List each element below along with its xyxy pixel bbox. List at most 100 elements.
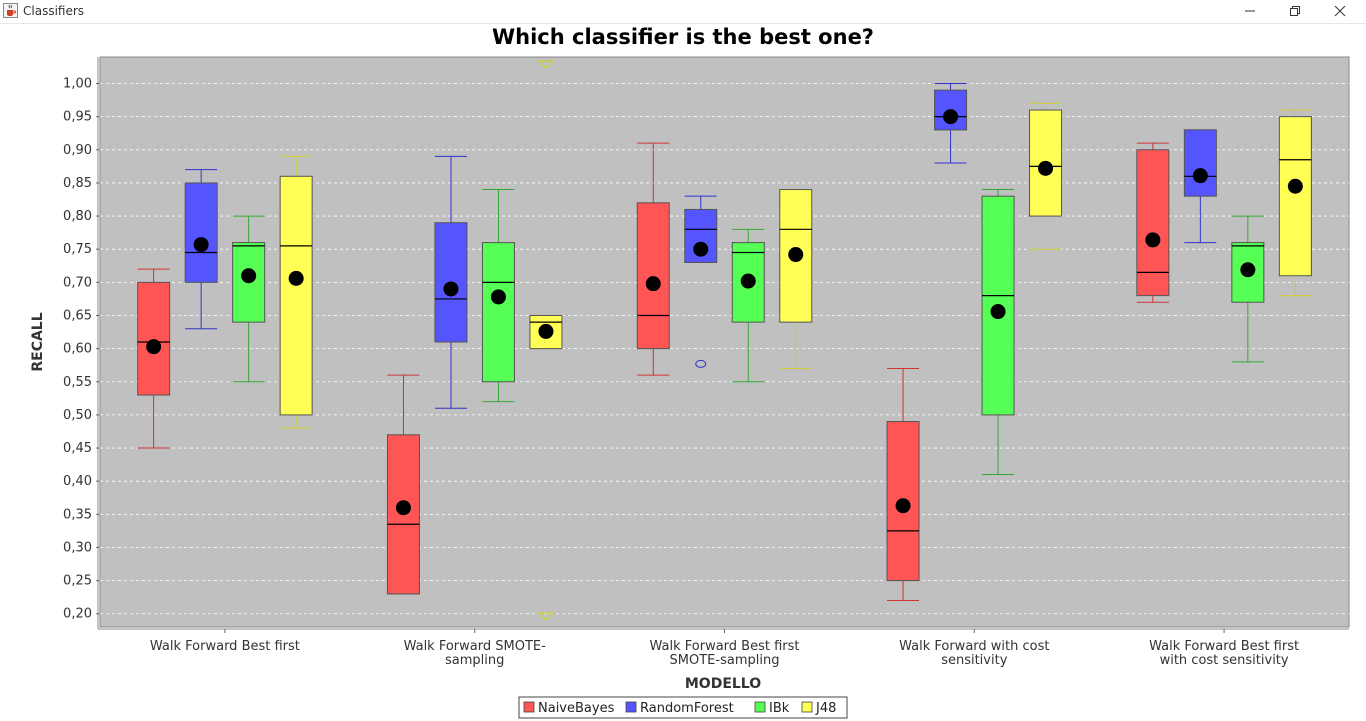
box-iqr — [529, 314, 563, 350]
y-tick-label: 0,25 — [63, 574, 92, 589]
mean-marker — [288, 270, 304, 286]
mean-marker — [490, 289, 506, 305]
x-category-label: sensitivity — [941, 653, 1008, 668]
box-iqr — [636, 202, 670, 350]
legend-label-randomforest: RandomForest — [640, 701, 734, 716]
box-naivebayes-2 — [386, 374, 420, 595]
box-randomforest-1 — [184, 169, 218, 330]
box-naivebayes-4 — [886, 368, 920, 601]
box-j48-5 — [1278, 109, 1312, 297]
x-category-label: Walk Forward Best first — [1149, 639, 1299, 654]
legend-swatch-randomforest — [625, 701, 637, 713]
mean-marker — [146, 339, 162, 355]
minimize-button[interactable] — [1228, 0, 1272, 22]
box-iqr — [184, 182, 218, 283]
box-randomforest-2 — [434, 155, 468, 409]
legend-swatch-naivebayes — [523, 701, 535, 713]
mean-marker — [693, 241, 709, 257]
x-category-label: Walk Forward with cost — [899, 639, 1049, 654]
maximize-icon — [1290, 6, 1300, 16]
mean-marker — [895, 498, 911, 514]
box-naivebayes-3 — [636, 142, 670, 376]
mean-marker — [788, 247, 804, 263]
maximize-button[interactable] — [1273, 0, 1317, 22]
x-category-label: SMOTE-sampling — [670, 653, 780, 668]
box-randomforest-5 — [1183, 129, 1217, 244]
box-ibk-4 — [981, 189, 1015, 476]
y-tick-label: 0,70 — [63, 275, 92, 290]
box-j48-2 — [529, 60, 563, 621]
minimize-icon — [1245, 10, 1255, 12]
box-iqr — [137, 281, 171, 396]
y-tick-label: 0,60 — [63, 342, 92, 357]
x-category-label: sampling — [445, 653, 504, 668]
y-tick-label: 0,90 — [63, 143, 92, 158]
mean-marker — [1287, 178, 1303, 194]
y-tick-label: 0,30 — [63, 540, 92, 555]
box-j48-4 — [1029, 102, 1063, 250]
mean-marker — [538, 323, 554, 339]
y-tick-label: 0,20 — [63, 607, 92, 622]
mean-marker — [740, 273, 756, 289]
box-iqr — [1136, 149, 1170, 297]
close-icon — [1334, 5, 1346, 17]
box-ibk-3 — [731, 228, 765, 383]
legend: NaiveBayes RandomForest IBk J48 — [518, 696, 848, 719]
far-out-high-marker — [537, 60, 555, 69]
java-cup-icon — [3, 3, 18, 18]
mean-marker — [241, 268, 257, 284]
legend-swatch-j48 — [801, 701, 813, 713]
window-title: Classifiers — [23, 4, 85, 18]
mean-marker — [1240, 262, 1256, 278]
box-iqr — [481, 242, 515, 383]
box-ibk-1 — [232, 215, 266, 383]
x-category-label: Walk Forward SMOTE- — [404, 639, 547, 654]
mean-marker — [1145, 232, 1161, 248]
y-tick-label: 0,55 — [63, 375, 92, 390]
box-iqr — [1278, 116, 1312, 277]
y-tick-label: 0,85 — [63, 176, 92, 191]
far-out-low-marker — [537, 612, 555, 621]
box-iqr — [1183, 129, 1217, 197]
y-axis-title: RECALL — [30, 312, 46, 371]
y-tick-label: 0,65 — [63, 308, 92, 323]
box-ibk-2 — [481, 189, 515, 403]
y-tick-label: 1,00 — [63, 77, 92, 92]
box-j48-3 — [779, 189, 813, 370]
window-titlebar: Classifiers — [0, 0, 1366, 24]
mean-marker — [1038, 160, 1054, 176]
y-tick-label: 0,80 — [63, 209, 92, 224]
x-axis-title: MODELLO — [685, 676, 761, 692]
box-iqr — [279, 175, 313, 416]
y-tick-label: 0,50 — [63, 408, 92, 423]
legend-label-naivebayes: NaiveBayes — [538, 701, 615, 716]
mean-marker — [395, 500, 411, 516]
legend-label-j48: J48 — [815, 701, 836, 716]
y-tick-label: 0,75 — [63, 242, 92, 257]
close-button[interactable] — [1318, 0, 1362, 22]
mean-marker — [443, 281, 459, 297]
box-naivebayes-1 — [137, 268, 171, 449]
legend-label-ibk: IBk — [769, 701, 790, 716]
x-category-label: with cost sensitivity — [1160, 653, 1289, 668]
mean-marker — [193, 237, 209, 253]
legend-swatch-ibk — [754, 701, 766, 713]
boxplot-chart: Which classifier is the best one? 0,200,… — [30, 25, 1350, 719]
y-tick-label: 0,35 — [63, 507, 92, 522]
box-ibk-5 — [1231, 215, 1265, 363]
x-category-label: Walk Forward Best first — [650, 639, 800, 654]
y-tick-label: 0,95 — [63, 110, 92, 125]
plot-area: 0,20 0,25 0,30 0,35 0,40 0,45 0,50 0,55 0,60 0,65… — [63, 56, 1350, 668]
y-tick-label: 0,45 — [63, 441, 92, 456]
outlier-marker — [695, 359, 707, 368]
mean-marker — [645, 276, 661, 292]
chart-title: Which classifier is the best one? — [492, 25, 874, 49]
mean-marker — [943, 109, 959, 125]
mean-marker — [1192, 168, 1208, 184]
box-j48-1 — [279, 155, 313, 429]
mean-marker — [990, 304, 1006, 320]
box-naivebayes-5 — [1136, 142, 1170, 303]
x-category-label: Walk Forward Best first — [150, 639, 300, 654]
y-tick-label: 0,40 — [63, 474, 92, 489]
box-randomforest-3 — [684, 195, 718, 368]
